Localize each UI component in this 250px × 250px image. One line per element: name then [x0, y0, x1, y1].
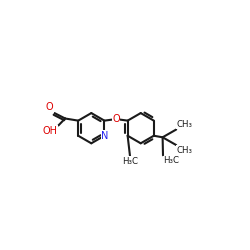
Text: CH₃: CH₃	[177, 146, 193, 154]
Text: OH: OH	[43, 126, 58, 136]
Text: CH₃: CH₃	[177, 120, 193, 129]
Text: N: N	[101, 131, 109, 141]
Text: H₃C: H₃C	[163, 156, 179, 165]
Text: H₃C: H₃C	[122, 157, 138, 166]
Text: O: O	[46, 102, 54, 112]
Text: O: O	[112, 114, 120, 124]
